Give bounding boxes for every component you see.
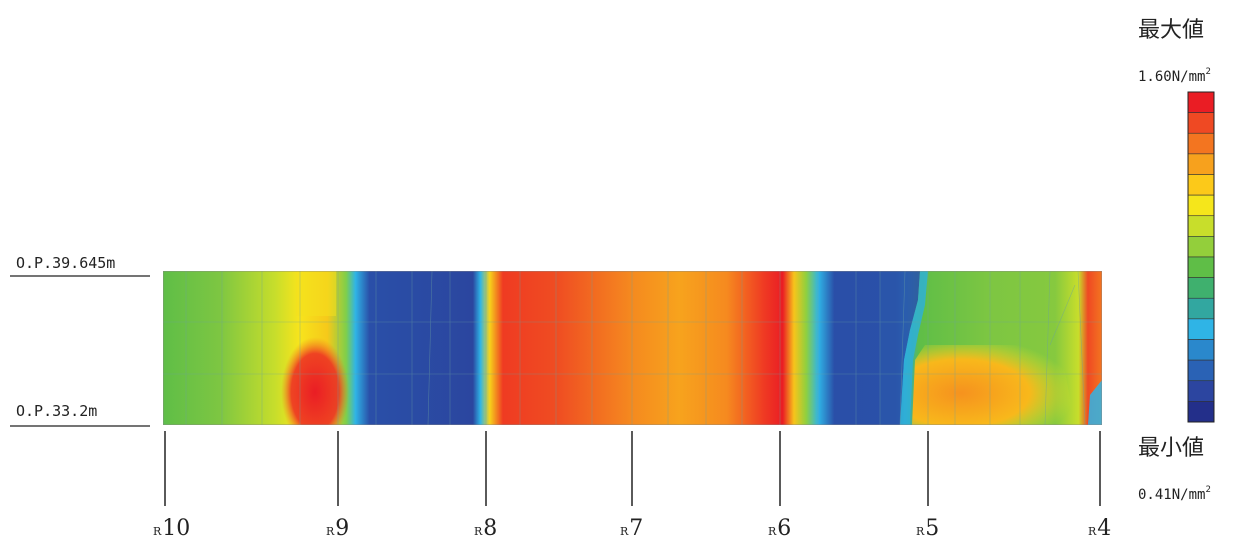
legend-color-band bbox=[1187, 256, 1215, 278]
contour-plot bbox=[163, 271, 1102, 425]
legend-color-band bbox=[1187, 359, 1215, 382]
grid-line-label: R7 bbox=[620, 516, 643, 541]
legend: 最大値 1.60N/mm2 最小値 0.41N/mm2 bbox=[1138, 18, 1215, 503]
grid-line-label: R6 bbox=[768, 516, 791, 541]
mesh-grid bbox=[163, 271, 1102, 425]
legend-color-band bbox=[1187, 380, 1215, 402]
legend-color-band bbox=[1187, 153, 1215, 175]
cool-corner-left bbox=[163, 365, 208, 425]
legend-color-band bbox=[1187, 297, 1215, 320]
top-elevation-label: O.P.39.645m bbox=[16, 254, 115, 272]
grid-line-label: R10 bbox=[153, 516, 190, 541]
grid-line-label: R8 bbox=[474, 516, 497, 541]
legend-min-value: 0.41N/mm2 bbox=[1138, 485, 1211, 503]
blue-wedge-r5 bbox=[880, 271, 920, 425]
legend-max-value: 1.60N/mm2 bbox=[1138, 67, 1211, 85]
legend-min-title: 最小値 bbox=[1138, 436, 1204, 461]
grid-axis: R10 R9 R8 R7 R6 R5 R4 bbox=[153, 431, 1111, 541]
legend-color-band bbox=[1187, 132, 1215, 155]
legend-color-band bbox=[1187, 174, 1215, 196]
right-edge-cyan bbox=[1088, 380, 1102, 425]
legend-scale-frame bbox=[1187, 91, 1215, 423]
legend-max-title: 最大値 bbox=[1138, 18, 1204, 43]
upper-yellow-r9 bbox=[296, 271, 336, 316]
grid-line-label: R9 bbox=[326, 516, 349, 541]
legend-color-band bbox=[1187, 236, 1215, 258]
legend-color-band bbox=[1187, 91, 1215, 113]
legend-color-band bbox=[1187, 318, 1215, 340]
legend-color-scale bbox=[1187, 91, 1215, 423]
bottom-elevation-label: O.P.33.2m bbox=[16, 402, 97, 420]
elevation-markers: O.P.39.645m O.P.33.2m bbox=[10, 254, 150, 427]
grid-line-label: R4 bbox=[1088, 516, 1111, 541]
grid-line-label: R5 bbox=[916, 516, 939, 541]
cyan-edge-r5 bbox=[900, 271, 928, 425]
legend-color-band bbox=[1187, 194, 1215, 217]
legend-color-band bbox=[1187, 215, 1215, 237]
hot-spot-r9 bbox=[281, 337, 349, 425]
legend-color-band bbox=[1187, 339, 1215, 361]
legend-color-band bbox=[1187, 112, 1215, 134]
warm-lower-r5 bbox=[912, 345, 1075, 425]
legend-color-band bbox=[1187, 401, 1215, 423]
legend-color-band bbox=[1187, 277, 1215, 299]
